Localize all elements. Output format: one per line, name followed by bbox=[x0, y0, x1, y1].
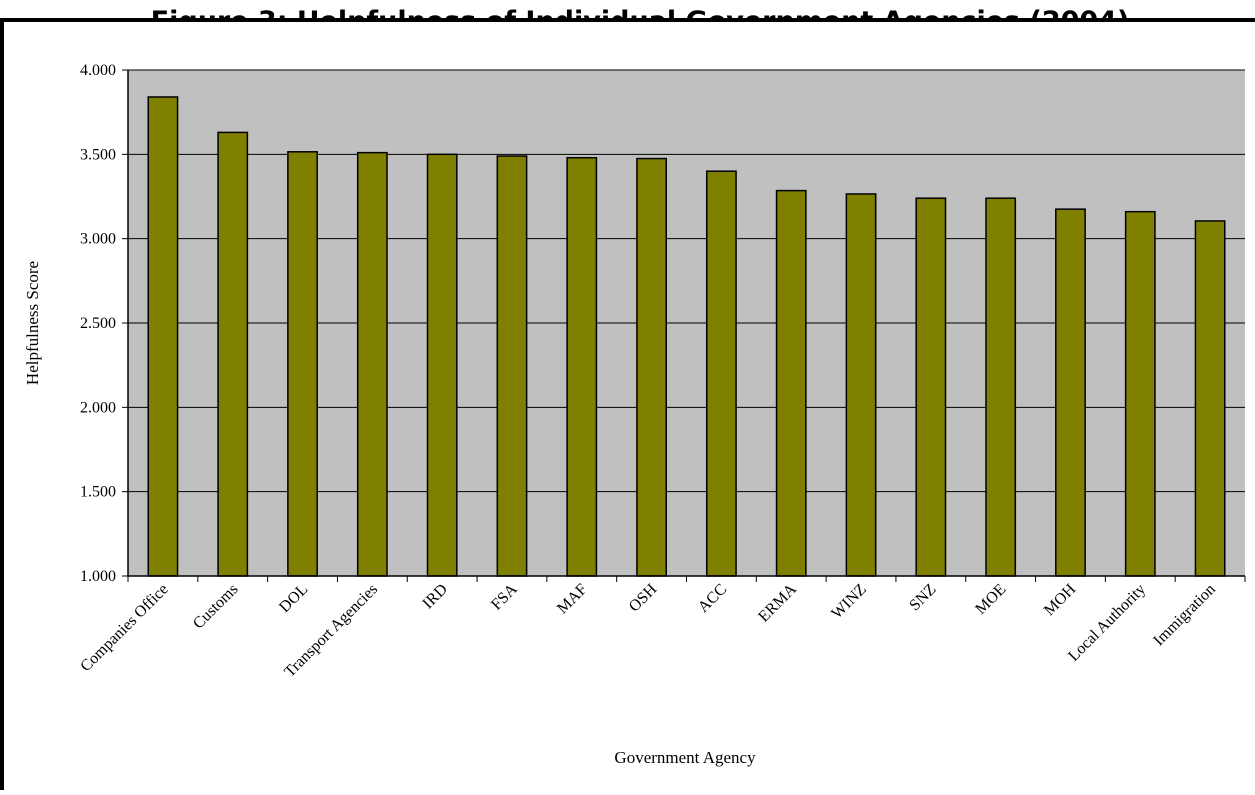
bar bbox=[705, 170, 737, 577]
bar bbox=[566, 156, 598, 577]
bar bbox=[217, 131, 249, 577]
y-tick-label: 3.500 bbox=[80, 146, 116, 163]
bar bbox=[287, 151, 318, 577]
bar bbox=[1124, 210, 1156, 577]
bar bbox=[426, 153, 458, 577]
bar bbox=[496, 155, 528, 577]
bar bbox=[775, 189, 807, 577]
y-tick-label: 1.000 bbox=[80, 568, 116, 585]
y-tick-label: 4.000 bbox=[80, 62, 116, 79]
bar bbox=[985, 197, 1017, 577]
y-tick-label: 3.000 bbox=[80, 231, 116, 248]
x-axis-label: Government Agency bbox=[614, 748, 756, 767]
bar bbox=[636, 157, 668, 577]
bar bbox=[915, 197, 947, 577]
bar bbox=[1055, 208, 1086, 577]
bar bbox=[1194, 220, 1226, 577]
bar bbox=[356, 151, 388, 577]
bar bbox=[845, 193, 877, 577]
y-tick-label: 2.000 bbox=[80, 399, 116, 416]
y-axis-label: Helpfulness Score bbox=[23, 261, 42, 385]
bar bbox=[147, 96, 179, 577]
y-tick-label: 2.500 bbox=[80, 315, 116, 332]
y-tick-label: 1.500 bbox=[80, 484, 116, 501]
